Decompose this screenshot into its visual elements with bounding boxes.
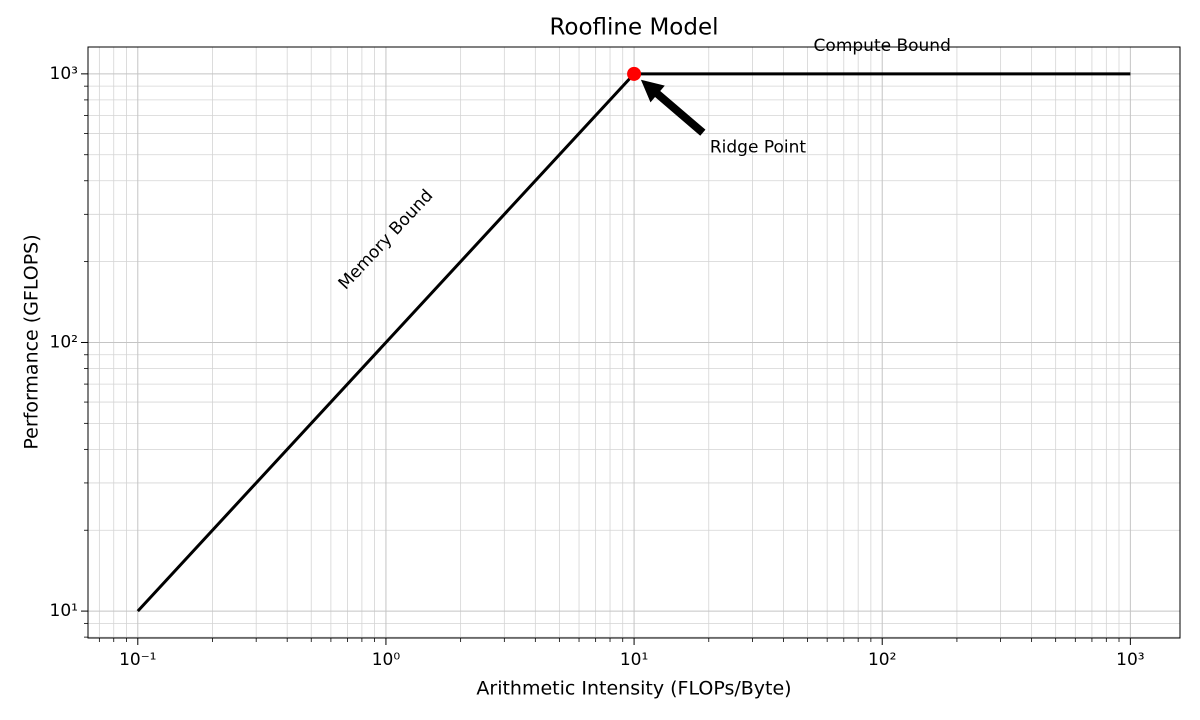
x-tick-label: 10²: [868, 650, 896, 670]
y-tick-label: 10¹: [50, 601, 78, 621]
y-tick-label: 10³: [50, 64, 78, 84]
x-tick-label: 10⁻¹: [119, 650, 156, 670]
x-tick-label: 10³: [1116, 650, 1144, 670]
annotation-arrow: [640, 79, 706, 136]
annotation: Compute Bound: [814, 36, 951, 56]
chart-title: Roofline Model: [549, 15, 718, 41]
x-tick-label: 10⁰: [372, 650, 401, 670]
x-tick-label: 10¹: [620, 650, 648, 670]
y-tick-label: 10²: [50, 332, 78, 352]
plot-frame: [87, 46, 1181, 639]
ridge-point: [627, 66, 642, 81]
y-axis-label: Performance (GFLOPS): [21, 234, 43, 449]
x-axis-label: Arithmetic Intensity (FLOPs/Byte): [476, 678, 791, 700]
annotation: Ridge Point: [710, 138, 807, 158]
